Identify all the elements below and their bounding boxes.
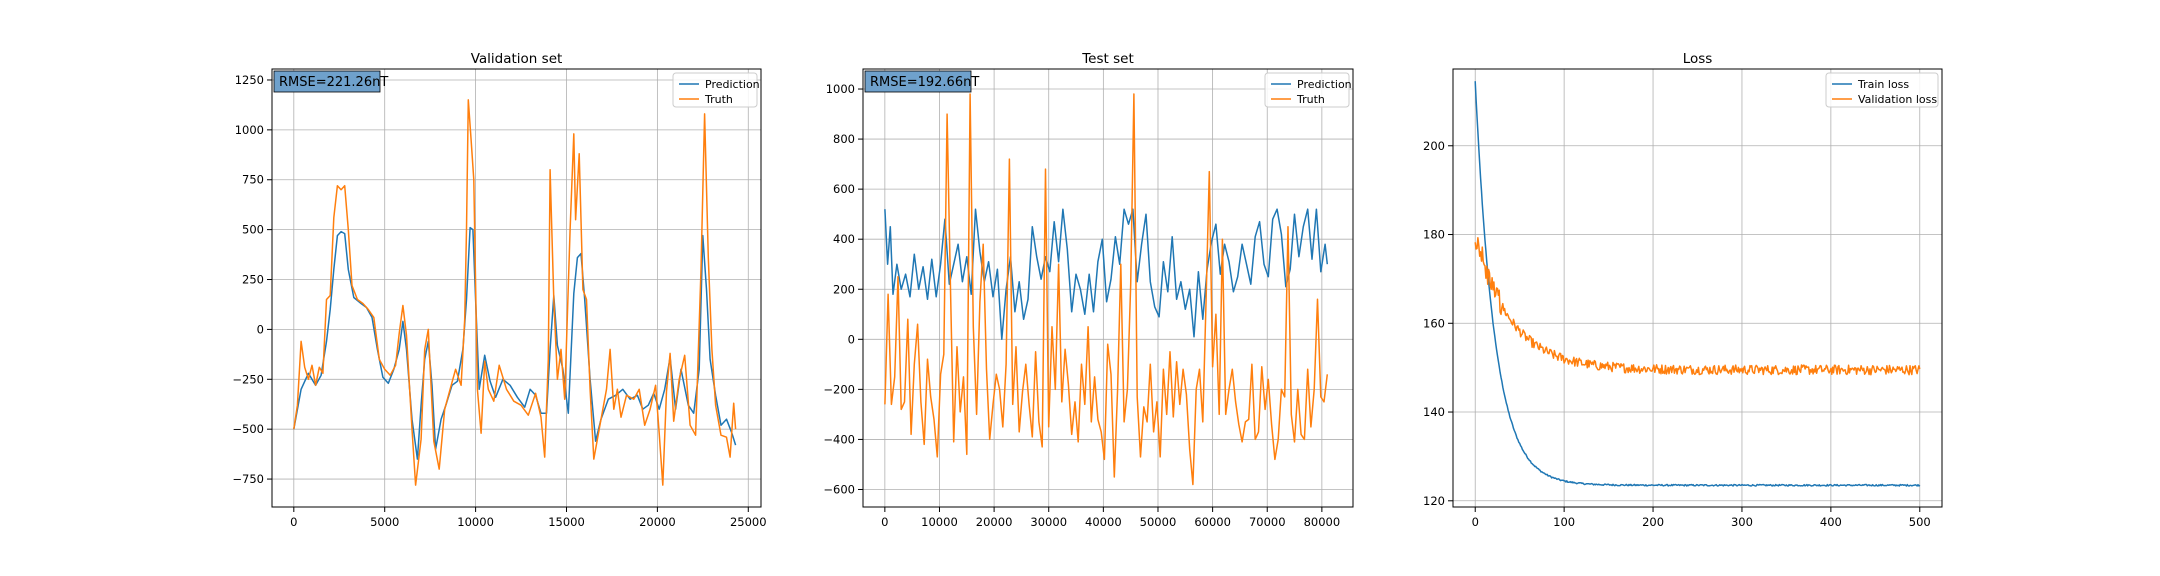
y-tick-label: 0: [848, 332, 855, 346]
y-tick-label: −500: [232, 422, 264, 436]
y-tick-label: 1000: [235, 123, 264, 137]
legend-label: Prediction: [705, 78, 760, 91]
series-line-truth: [884, 93, 1329, 486]
chart-title: Test set: [1081, 51, 1134, 67]
axes-frame: [862, 68, 1354, 508]
x-tick-label: 10000: [921, 515, 958, 529]
x-tick-label: 80000: [1304, 515, 1341, 529]
y-tick-label: 120: [1423, 494, 1445, 508]
chart-title: Validation set: [471, 51, 563, 67]
x-tick-label: 100: [1553, 515, 1575, 529]
legend: Prediction Truth: [1264, 72, 1352, 108]
chart-panel-1: 0 5000 10000 15000 20000 25000 −750 −500 −250 0 25…: [232, 51, 766, 529]
x-tick-label: 10000: [457, 515, 494, 529]
grid: [1453, 69, 1942, 507]
tick-labels: 0 10000 20000 30000 40000 50000 60000 70000 8000…: [823, 82, 1340, 529]
y-tick-label: 250: [242, 273, 264, 287]
x-tick-label: 5000: [370, 515, 399, 529]
y-tick-label: 500: [242, 223, 264, 237]
y-tick-label: 1000: [826, 82, 855, 96]
rmse-badge: RMSE=221.26nT: [273, 70, 388, 93]
legend: Prediction Truth: [672, 72, 760, 108]
x-tick-label: 0: [881, 515, 888, 529]
x-tick-label: 15000: [548, 515, 585, 529]
legend-label: Validation loss: [1858, 93, 1937, 106]
x-tick-label: 300: [1731, 515, 1753, 529]
tick-labels: 0 100 200 300 400 500 120 140 160 180 200: [1423, 139, 1931, 529]
x-tick-label: 0: [290, 515, 297, 529]
x-tick-label: 30000: [1030, 515, 1067, 529]
y-tick-label: 750: [242, 173, 264, 187]
legend-label: Train loss: [1857, 78, 1909, 91]
x-tick-label: 400: [1820, 515, 1842, 529]
grid: [272, 69, 761, 507]
y-tick-label: 200: [1423, 139, 1445, 153]
chart-title: Loss: [1683, 51, 1713, 67]
tick-labels: 0 5000 10000 15000 20000 25000 −750 −500 −250 0 25…: [232, 73, 766, 529]
x-tick-label: 70000: [1249, 515, 1286, 529]
chart-panels: 0 5000 10000 15000 20000 25000−750−500−250025…: [232, 51, 1943, 529]
x-tick-label: 0: [1472, 515, 1479, 529]
y-tick-label: −600: [823, 482, 855, 496]
y-tick-label: 1250: [235, 73, 264, 87]
y-tick-label: −200: [823, 382, 855, 396]
y-tick-label: −250: [232, 372, 264, 386]
axes-frame: [271, 68, 762, 508]
y-tick-label: 140: [1423, 405, 1445, 419]
rmse-badge: RMSE=192.66nT: [864, 70, 979, 93]
x-tick-label: 25000: [730, 515, 767, 529]
series-line-prediction: [884, 208, 1329, 341]
x-tick-label: 60000: [1194, 515, 1231, 529]
chart-panel-2: 0 10000 20000 30000 40000 50000 60000 70000 8000…: [823, 51, 1354, 529]
legend-label: Truth: [704, 93, 733, 106]
legend-label: Prediction: [1297, 78, 1352, 91]
y-tick-label: 160: [1423, 316, 1445, 330]
legend-box: [1825, 72, 1939, 108]
series-line-train-loss: [1474, 81, 1921, 487]
x-tick-label: 40000: [1085, 515, 1122, 529]
y-tick-label: 0: [257, 322, 264, 336]
x-tick-label: 20000: [976, 515, 1013, 529]
y-tick-label: −750: [232, 472, 264, 486]
x-tick-label: 50000: [1140, 515, 1177, 529]
y-tick-label: −400: [823, 432, 855, 446]
x-tick-label: 200: [1642, 515, 1664, 529]
y-tick-label: 180: [1423, 228, 1445, 242]
series-group: [293, 99, 737, 486]
series-group: [1474, 81, 1921, 487]
series-group: [884, 93, 1329, 486]
rmse-label: RMSE=192.66nT: [870, 75, 979, 90]
y-tick-label: 800: [833, 132, 855, 146]
x-tick-label: 500: [1909, 515, 1931, 529]
chart-panel-3: 0 100 200 300 400 500 120 140 160 180 200 Loss Train…: [1423, 51, 1943, 529]
rmse-label: RMSE=221.26nT: [279, 75, 388, 90]
y-tick-label: 200: [833, 282, 855, 296]
y-tick-label: 600: [833, 182, 855, 196]
y-tick-label: 400: [833, 232, 855, 246]
legend-label: Truth: [1296, 93, 1325, 106]
series-line-validation-loss: [1474, 237, 1921, 376]
legend: Train loss Validation loss: [1825, 72, 1939, 108]
axes-frame: [1452, 68, 1943, 508]
x-tick-label: 20000: [639, 515, 676, 529]
series-line-truth: [293, 99, 737, 486]
